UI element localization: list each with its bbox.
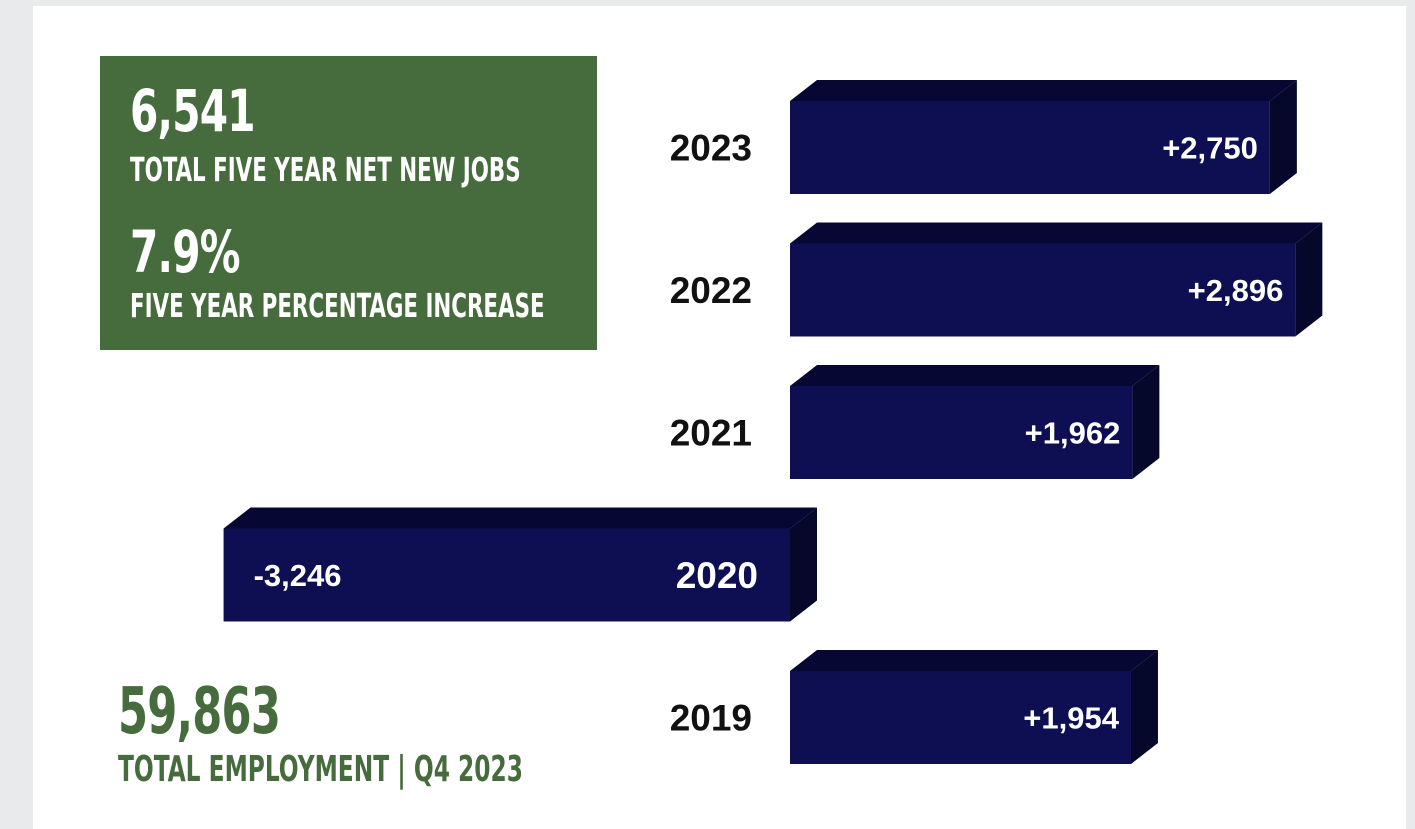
summary-box: 6,541 TOTAL FIVE YEAR NET NEW JOBS 7.9% … (100, 56, 597, 350)
bar-2023 (790, 101, 1270, 194)
value-label-2023: +2,750 (1162, 131, 1258, 166)
pct-increase-label: FIVE YEAR PERCENTAGE INCREASE (130, 286, 545, 325)
bar-top-face (790, 222, 1323, 244)
total-employment-label: TOTAL EMPLOYMENT | Q4 2023 (118, 749, 523, 790)
value-label-2021: +1,962 (1025, 416, 1121, 451)
pct-increase-value: 7.9% (130, 218, 241, 286)
bar-side-face (1132, 365, 1160, 479)
value-label-2022: +2,896 (1188, 273, 1284, 308)
category-label-2020: 2020 (676, 555, 758, 596)
net-new-jobs-value: 6,541 (130, 77, 256, 145)
category-label-2022: 2022 (670, 270, 752, 311)
bar-2019 (790, 671, 1131, 764)
bar-side-face (1130, 650, 1158, 764)
bar-2020 (223, 528, 790, 622)
bar-top-face (790, 365, 1160, 386)
bar-top-face (223, 507, 817, 529)
bar-side-face (790, 507, 817, 622)
bar-side-face (1269, 80, 1297, 194)
value-label-2019: +1,954 (1023, 701, 1119, 736)
total-employment-value: 59,863 (118, 675, 281, 749)
category-label-2023: 2023 (670, 128, 752, 169)
net-new-jobs-label: TOTAL FIVE YEAR NET NEW JOBS (130, 150, 521, 189)
category-label-2019: 2019 (670, 698, 752, 739)
bar-top-face (790, 80, 1297, 101)
bar-2022 (790, 243, 1296, 337)
bar-side-face (1295, 222, 1323, 337)
category-label-2021: 2021 (670, 413, 752, 454)
bar-top-face (790, 650, 1158, 671)
value-label-2020: -3,246 (254, 558, 342, 593)
bar-2021 (790, 386, 1133, 479)
